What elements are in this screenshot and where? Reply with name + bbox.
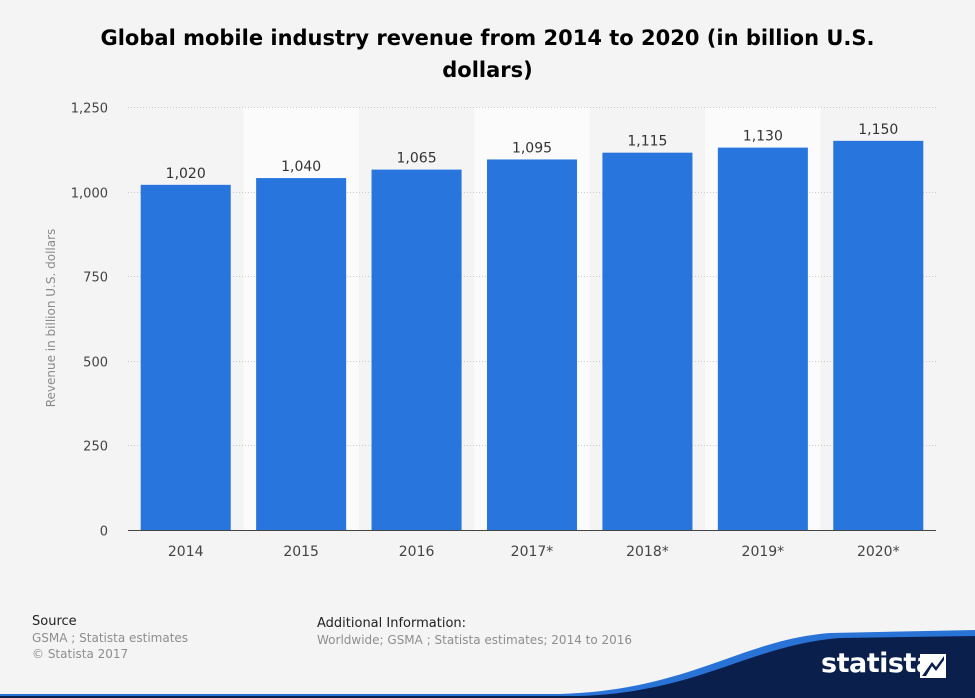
data-label: 1,095	[512, 140, 552, 156]
y-tick-label: 1,000	[71, 187, 108, 202]
data-label: 1,020	[166, 166, 206, 182]
x-tick-label: 2016	[399, 544, 435, 560]
statista-logo-icon	[920, 654, 946, 678]
data-label: 1,115	[627, 134, 667, 150]
bar	[833, 140, 924, 530]
data-label: 1,065	[397, 151, 437, 167]
copyright-line: © Statista 2017	[32, 647, 129, 661]
x-tick-label: 2015	[283, 544, 319, 560]
y-tick-label: 0	[100, 525, 108, 540]
y-axis-title: Revenue in billion U.S. dollars	[44, 229, 58, 408]
bar-chart: 0 250 500 750 1,000 1,250 1,020 1,040 1,065 1,09…	[44, 102, 936, 560]
x-tick-label: 2020*	[857, 544, 900, 560]
x-axis-ticks: 2014 2015 2016 2017* 2018* 2019* 2020*	[168, 544, 900, 560]
y-axis-ticks: 0 250 500 750 1,000 1,250	[71, 102, 108, 540]
x-tick-label: 2017*	[511, 544, 554, 560]
bar	[140, 184, 231, 530]
y-tick-label: 750	[83, 271, 108, 286]
chart-title: Global mobile industry revenue from 2014…	[100, 26, 875, 82]
x-tick-label: 2019*	[742, 544, 785, 560]
bar	[717, 147, 808, 530]
y-tick-label: 250	[83, 440, 108, 455]
additional-info-text: Worldwide; GSMA ; Statista estimates; 20…	[317, 633, 633, 647]
statista-logo-text: statista	[821, 648, 934, 679]
source-line: GSMA ; Statista estimates	[32, 631, 189, 645]
bar	[256, 178, 347, 530]
x-tick-label: 2018*	[626, 544, 669, 560]
bar	[486, 159, 578, 530]
data-labels: 1,020 1,040 1,065 1,095 1,115 1,130 1,150	[166, 122, 899, 182]
source-heading: Source	[32, 614, 77, 629]
data-label: 1,130	[743, 129, 783, 145]
additional-info-heading: Additional Information:	[317, 616, 467, 631]
data-label: 1,150	[858, 122, 898, 138]
bar	[371, 169, 462, 530]
bars	[140, 140, 924, 530]
data-label: 1,040	[281, 159, 321, 175]
additional-info-block: Additional Information: Worldwide; GSMA …	[317, 616, 632, 648]
bar	[602, 152, 693, 530]
y-tick-label: 1,250	[71, 102, 108, 117]
x-tick-label: 2014	[168, 544, 204, 560]
source-block: Source GSMA ; Statista estimates © Stati…	[32, 614, 188, 662]
y-tick-label: 500	[83, 356, 108, 371]
